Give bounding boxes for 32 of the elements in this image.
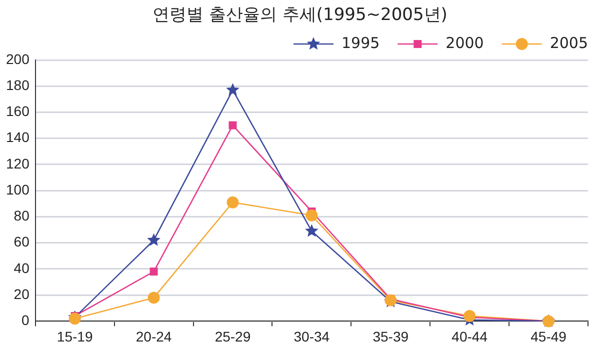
point (148, 292, 160, 304)
y-tick-label: 20 (14, 286, 30, 302)
point (464, 310, 476, 322)
x-tick-label: 30-34 (294, 328, 330, 344)
y-tick-label: 40 (14, 260, 30, 276)
point (306, 209, 318, 222)
point (305, 224, 318, 237)
x-tick-label: 35-39 (372, 328, 409, 344)
x-tick-label: 40-44 (452, 328, 488, 344)
y-tick-label: 140 (6, 129, 30, 146)
point (68, 312, 81, 325)
x-tick-label: 20-24 (136, 328, 172, 344)
y-tick-label: 100 (6, 181, 30, 198)
legend-label: 2000 (446, 34, 484, 52)
y-tick-label: 60 (14, 234, 30, 250)
y-tick-label: 0 (22, 312, 30, 328)
y-tick-label: 120 (6, 155, 30, 172)
point (226, 196, 239, 208)
legend-label: 1995 (341, 34, 380, 52)
y-tick-label: 200 (6, 50, 30, 67)
x-tick-label: 45-49 (530, 328, 567, 344)
chart-title: 연령별 출산율의 추세(1995~2005년) (152, 4, 448, 27)
x-tick-label: 15-19 (56, 328, 93, 344)
y-tick-label: 180 (6, 76, 30, 93)
y-tick-label: 80 (14, 208, 30, 224)
legend-label: 2005 (550, 34, 588, 52)
point (226, 83, 240, 96)
point (228, 121, 237, 130)
point (150, 268, 158, 276)
x-tick-label: 25-29 (214, 328, 251, 344)
y-tick-label: 160 (6, 103, 30, 120)
point (147, 233, 160, 246)
